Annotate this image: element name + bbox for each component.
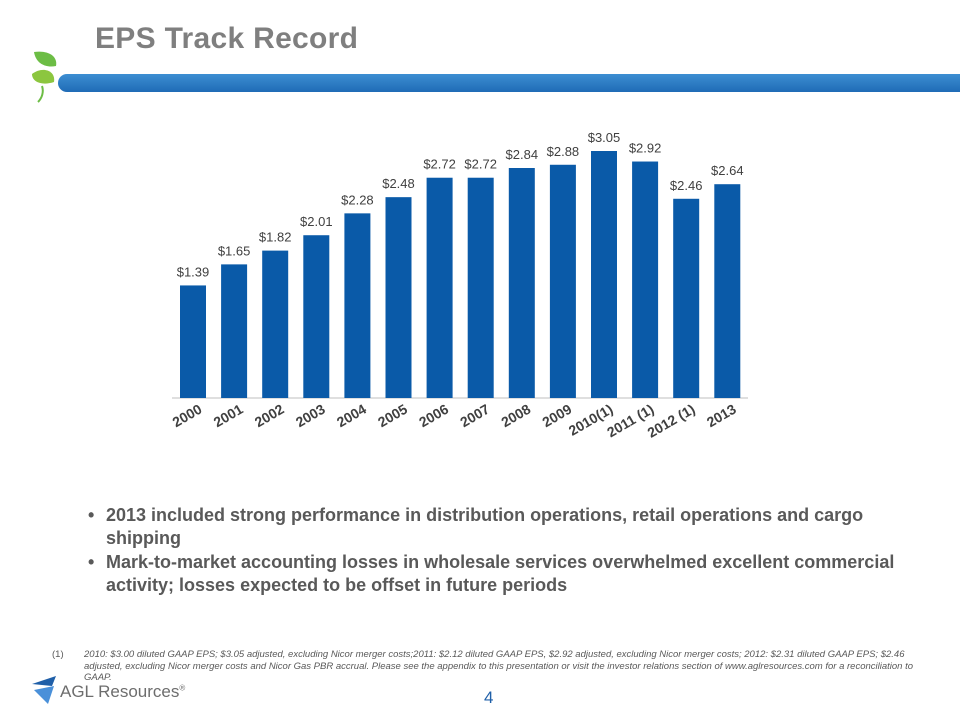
- bar: [508, 168, 535, 398]
- bar-value-label: $1.39: [177, 264, 210, 279]
- eps-bar-chart: $1.39 $1.65 $1.82 $2.01 $2.28 $2.48 $2.72 $2.72…: [170, 130, 748, 441]
- title-bar: [58, 74, 960, 92]
- x-tick-label: 2007: [457, 401, 492, 431]
- bar: [426, 177, 453, 398]
- x-tick-label: 2005: [375, 401, 410, 431]
- x-tick-label: 2006: [416, 401, 451, 431]
- bar-value-label: $2.28: [341, 192, 374, 207]
- bar: [180, 285, 206, 398]
- bar-value-label: $2.01: [300, 214, 333, 229]
- bar: [262, 250, 289, 398]
- bar-value-label: $2.48: [382, 176, 415, 191]
- bar: [714, 184, 741, 398]
- page-number: 4: [484, 688, 494, 707]
- bar-value-label: $2.64: [711, 163, 744, 178]
- page-title: EPS Track Record: [95, 22, 359, 55]
- bar: [673, 198, 700, 398]
- bar-value-label: $2.46: [670, 178, 703, 193]
- footnote-marker: (1): [52, 649, 64, 660]
- bar: [632, 161, 659, 398]
- bar-value-label: $2.84: [506, 147, 539, 162]
- brand-name: AGL Resources®: [60, 682, 185, 702]
- bar-value-label: $2.92: [629, 141, 662, 156]
- bar-value-label: $2.72: [423, 157, 456, 172]
- x-tick-label: 2004: [334, 401, 369, 431]
- x-tick-label: 2000: [170, 401, 205, 431]
- x-tick-label: 2001: [211, 401, 246, 431]
- bar: [467, 177, 494, 398]
- brand-mark: ®: [179, 683, 186, 693]
- bar-value-label: $2.72: [464, 157, 497, 172]
- bar: [591, 151, 617, 398]
- leaf-logo-icon: [32, 51, 57, 103]
- footnote-text: 2010: $3.00 diluted GAAP EPS; $3.05 adju…: [84, 649, 914, 683]
- bar-value-label: $1.82: [259, 230, 292, 245]
- x-tick-label: 2012 (1): [645, 401, 698, 441]
- bar: [344, 213, 371, 398]
- brand-name-text: AGL Resources: [60, 682, 180, 701]
- bar-value-label: $3.05: [588, 130, 621, 145]
- x-tick-label: 2002: [252, 401, 287, 431]
- x-tick-label: 2008: [498, 401, 533, 431]
- footnote: (1) 2010: $3.00 diluted GAAP EPS; $3.05 …: [52, 649, 932, 684]
- x-tick-label: 2003: [293, 401, 328, 431]
- bullet-item: Mark-to-market accounting losses in whol…: [88, 551, 908, 597]
- bullet-item: 2013 included strong performance in dist…: [88, 504, 908, 550]
- bar-value-label: $2.88: [547, 144, 580, 159]
- agl-resources-logo-icon: [32, 676, 56, 704]
- bar: [221, 264, 248, 398]
- bar: [385, 197, 412, 398]
- bullet-list: 2013 included strong performance in dist…: [88, 504, 908, 598]
- bar: [549, 164, 576, 398]
- x-tick-label: 2013: [704, 401, 739, 431]
- bar: [303, 235, 330, 398]
- bar-value-label: $1.65: [218, 243, 251, 258]
